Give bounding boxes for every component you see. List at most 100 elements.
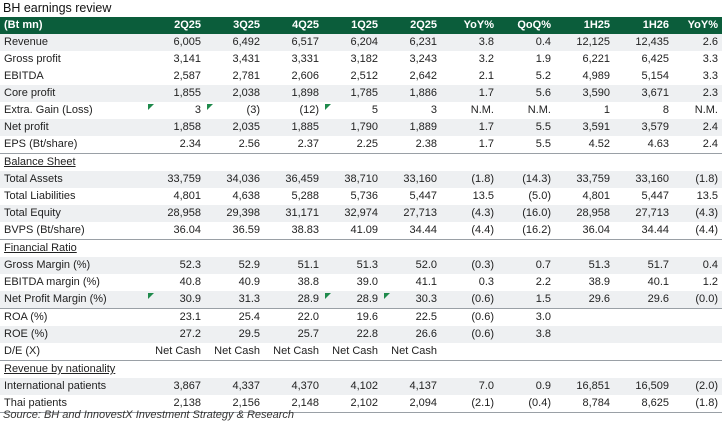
table-cell [555, 308, 614, 326]
table-cell: 1.2 [673, 274, 722, 291]
cell-value: Net Cash [391, 345, 437, 357]
table-cell [555, 343, 614, 361]
column-header: QoQ% [498, 17, 555, 34]
comment-flag-icon [325, 104, 331, 110]
cell-value: 1,855 [173, 87, 201, 99]
row-label-text: International patients [4, 380, 107, 392]
table-cell: 5.5 [498, 119, 555, 136]
table-cell: (1.8) [441, 171, 498, 188]
table-cell: 2.34 [146, 136, 205, 154]
table-cell: (14.3) [498, 171, 555, 188]
table-cell: 1,790 [323, 119, 382, 136]
table-cell: 3,591 [555, 119, 614, 136]
row-label-text: Net profit [4, 121, 49, 133]
cell-value: 5,154 [641, 70, 669, 82]
table-cell [498, 153, 555, 171]
cell-value: 41.1 [415, 276, 437, 288]
table-cell: 1.5 [498, 291, 555, 309]
cell-value: Net Cash [214, 345, 260, 357]
column-header: 2Q25 [146, 17, 205, 34]
cell-value: 16,509 [635, 380, 669, 392]
cell-value: 30.9 [179, 293, 201, 305]
cell-value: 8,784 [582, 397, 610, 409]
cell-value: (2.1) [471, 397, 494, 409]
cell-value: 3,431 [232, 53, 260, 65]
cell-value: 52.9 [238, 259, 260, 271]
row-label-text: ROE (%) [4, 328, 48, 340]
cell-value: 3,243 [409, 53, 437, 65]
table-cell: 4,102 [323, 378, 382, 395]
cell-value: N.M. [470, 104, 494, 116]
cell-value: 31,171 [285, 207, 319, 219]
table-cell: 3,141 [146, 51, 205, 68]
table-cell: 5.2 [498, 68, 555, 85]
cell-value: (4.4) [471, 224, 494, 236]
table-cell: (5.0) [498, 188, 555, 205]
table-cell: 38.9 [555, 274, 614, 291]
table-row: Net Profit Margin (%) 30.9 31.3 28.9 28.9 30.… [0, 291, 722, 309]
table-row: Thai patients 2,138 2,156 2,148 2,102 2,094 (2… [0, 395, 722, 413]
cell-value: 3.0 [535, 311, 551, 323]
section-title: Financial Ratio [0, 239, 146, 257]
table-cell [382, 360, 441, 378]
table-cell: 5,154 [614, 68, 673, 85]
table-cell [205, 360, 264, 378]
table-cell: 28,958 [146, 205, 205, 222]
table-cell: 6,204 [323, 34, 382, 51]
table-cell: 1,858 [146, 119, 205, 136]
table-cell: 36.04 [146, 222, 205, 240]
table-body: (Bt mn) 2Q25 3Q25 4Q25 1Q25 2Q25 YoY% Qo… [0, 17, 722, 413]
cell-value: 0.7 [535, 259, 551, 271]
cell-value: 41.09 [350, 224, 378, 236]
cell-value: 1,790 [350, 121, 378, 133]
table-cell: 3,590 [555, 85, 614, 102]
section-header-row: Balance Sheet [0, 153, 722, 171]
cell-value: 5.2 [535, 70, 551, 82]
table-row: EBITDA margin (%) 40.8 40.9 38.8 39.0 41.1 0.3… [0, 274, 722, 291]
table-cell: 52.0 [382, 257, 441, 274]
cell-value: 4,137 [409, 380, 437, 392]
table-cell: 31,171 [264, 205, 323, 222]
cell-value: 0.4 [702, 259, 718, 271]
cell-value: 52.3 [179, 259, 201, 271]
table-cell: 8,625 [614, 395, 673, 413]
cell-value: 3,579 [641, 121, 669, 133]
table-cell: 3,182 [323, 51, 382, 68]
table-cell: 2.38 [382, 136, 441, 154]
cell-value: 1 [603, 104, 610, 116]
cell-value: 6,425 [641, 53, 669, 65]
cell-value: 2.3 [702, 87, 718, 99]
cell-value: (0.6) [471, 328, 494, 340]
table-row: ROA (%) 23.1 25.4 22.0 19.6 22.5 (0.6) 3.0 [0, 308, 722, 326]
cell-value: 1.7 [478, 121, 494, 133]
cell-value: (1.8) [695, 397, 718, 409]
table-cell: 13.5 [441, 188, 498, 205]
table-cell: 2,102 [323, 395, 382, 413]
table-cell [673, 343, 722, 361]
cell-value: 6,492 [232, 36, 260, 48]
cell-value: 6,005 [173, 36, 201, 48]
cell-value: 0.4 [535, 36, 551, 48]
table-cell [614, 326, 673, 343]
table-cell [441, 239, 498, 257]
cell-value: 5.5 [535, 138, 551, 150]
table-cell: 4,989 [555, 68, 614, 85]
column-header: 3Q25 [205, 17, 264, 34]
table-cell [614, 153, 673, 171]
cell-value: 5,736 [350, 190, 378, 202]
table-cell: 34.44 [614, 222, 673, 240]
cell-value: 3.2 [478, 53, 494, 65]
table-cell: 51.7 [614, 257, 673, 274]
table-cell [555, 360, 614, 378]
column-header: YoY% [441, 17, 498, 34]
cell-value: 13.5 [472, 190, 494, 202]
cell-value: 6,517 [291, 36, 319, 48]
row-label: BVPS (Bt/share) [0, 222, 146, 240]
table-cell: 6,005 [146, 34, 205, 51]
table-cell [146, 239, 205, 257]
row-label-text: Gross profit [4, 53, 61, 65]
cell-value: (1.8) [695, 173, 718, 185]
cell-value: 0.9 [535, 380, 551, 392]
table-cell [146, 153, 205, 171]
table-cell: 5.5 [498, 136, 555, 154]
